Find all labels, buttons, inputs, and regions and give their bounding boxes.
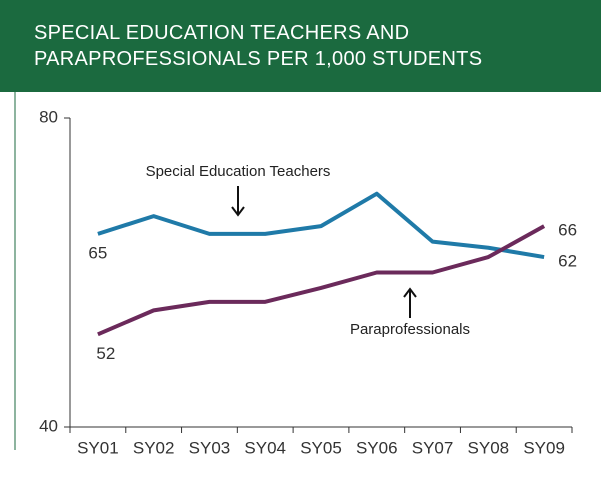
series-line <box>97 224 546 337</box>
x-tick-label: SY01 <box>77 438 119 457</box>
x-tick-label: SY05 <box>300 438 342 457</box>
y-tick-label: 40 <box>39 416 58 435</box>
title-bar: SPECIAL EDUCATION TEACHERS AND PARAPROFE… <box>0 0 601 92</box>
x-tick-label: SY06 <box>356 438 398 457</box>
annotation-arrow <box>403 287 417 318</box>
series-annotation: Special Education Teachers <box>146 163 331 180</box>
series-line <box>97 191 545 260</box>
y-tick-label: 80 <box>39 107 58 126</box>
x-tick-label: SY04 <box>244 438 286 457</box>
data-label: 66 <box>558 221 577 240</box>
x-tick-label: SY08 <box>468 438 510 457</box>
data-label: 52 <box>96 344 115 363</box>
series-annotation: Paraprofessionals <box>350 321 470 338</box>
data-label: 65 <box>88 243 107 262</box>
data-label: 62 <box>558 252 577 271</box>
x-tick-label: SY02 <box>133 438 175 457</box>
x-tick-label: SY03 <box>189 438 231 457</box>
x-tick-label: SY09 <box>523 438 565 457</box>
annotation-arrow <box>231 186 245 217</box>
x-tick-label: SY07 <box>412 438 454 457</box>
chart-title: SPECIAL EDUCATION TEACHERS AND PARAPROFE… <box>34 22 483 70</box>
